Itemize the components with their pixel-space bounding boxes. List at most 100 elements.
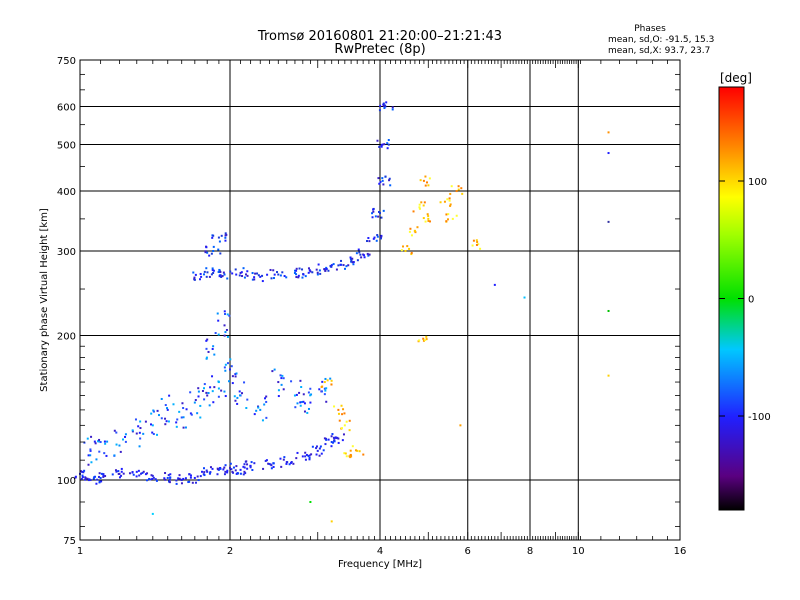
data-point: [180, 478, 183, 481]
data-point: [305, 453, 308, 456]
data-point: [194, 481, 197, 484]
data-point: [455, 214, 458, 217]
chart-subtitle: RwPretec (8p): [334, 42, 425, 57]
data-point: [226, 277, 229, 280]
data-point: [460, 187, 463, 190]
data-point: [383, 143, 386, 146]
data-point: [338, 419, 341, 422]
data-point: [229, 270, 232, 273]
y-tick-label: 500: [57, 141, 76, 152]
data-point: [384, 104, 387, 107]
data-point: [307, 455, 310, 458]
data-point: [350, 259, 353, 262]
data-point: [81, 474, 84, 477]
data-point: [224, 369, 227, 372]
data-point: [182, 426, 185, 429]
data-point: [418, 203, 421, 206]
data-point: [343, 412, 346, 415]
data-point: [309, 500, 312, 503]
data-point: [342, 264, 345, 267]
data-point: [408, 230, 411, 233]
data-point: [445, 220, 448, 223]
data-point: [169, 473, 172, 476]
data-point: [242, 267, 245, 270]
data-point: [102, 474, 105, 477]
data-point: [238, 390, 241, 393]
data-point: [80, 470, 83, 473]
data-point: [607, 374, 610, 377]
data-point: [424, 175, 427, 178]
data-point: [388, 179, 391, 182]
data-point: [288, 463, 291, 466]
data-point: [256, 272, 259, 275]
data-point: [211, 467, 214, 470]
data-point: [337, 412, 340, 415]
data-point: [345, 455, 348, 458]
data-point: [235, 472, 238, 475]
data-point: [349, 449, 352, 452]
data-point: [188, 480, 191, 483]
data-point: [182, 477, 185, 480]
data-point: [333, 437, 336, 440]
data-point: [335, 268, 338, 271]
data-point: [424, 338, 427, 341]
data-point: [446, 198, 449, 201]
data-point: [257, 274, 260, 277]
data-point: [120, 467, 123, 470]
data-point: [327, 438, 330, 441]
data-point: [191, 481, 194, 484]
data-point: [376, 139, 379, 142]
data-point: [264, 397, 267, 400]
data-point: [283, 456, 286, 459]
data-point: [251, 278, 254, 281]
data-point: [196, 475, 199, 478]
data-point: [448, 197, 451, 200]
data-point: [281, 271, 284, 274]
data-point: [124, 433, 127, 436]
data-point: [293, 394, 296, 397]
data-point: [420, 201, 423, 204]
data-point: [331, 441, 334, 444]
data-point: [471, 244, 474, 247]
data-point: [377, 210, 380, 213]
data-point: [74, 475, 77, 478]
data-point: [164, 417, 167, 420]
data-point: [217, 248, 220, 251]
data-point: [320, 390, 323, 393]
data-point: [327, 269, 330, 272]
data-point: [349, 258, 352, 261]
data-point: [319, 445, 322, 448]
data-point: [273, 368, 276, 371]
data-point: [472, 239, 475, 242]
data-point: [412, 210, 415, 213]
data-point: [176, 418, 179, 421]
data-point: [150, 474, 153, 477]
data-point: [152, 409, 155, 412]
data-point: [354, 449, 357, 452]
data-point: [152, 410, 155, 413]
data-point: [238, 274, 241, 277]
data-point: [330, 441, 333, 444]
data-point: [477, 243, 480, 246]
data-point: [184, 426, 187, 429]
data-point: [236, 396, 239, 399]
data-point: [223, 366, 226, 369]
data-point: [223, 310, 226, 313]
data-point: [300, 386, 303, 389]
data-point: [245, 407, 248, 410]
y-tick-label: 200: [57, 332, 76, 343]
data-point: [208, 472, 211, 475]
data-point: [360, 256, 363, 259]
data-point: [141, 471, 144, 474]
data-point: [199, 475, 202, 478]
data-point: [139, 437, 142, 440]
data-point: [307, 407, 310, 410]
data-point: [311, 271, 314, 274]
data-point: [351, 445, 354, 448]
data-point: [189, 391, 192, 394]
data-point: [211, 236, 214, 239]
data-point: [135, 432, 138, 435]
data-point: [253, 278, 256, 281]
data-point: [223, 324, 226, 327]
data-point: [201, 470, 204, 473]
